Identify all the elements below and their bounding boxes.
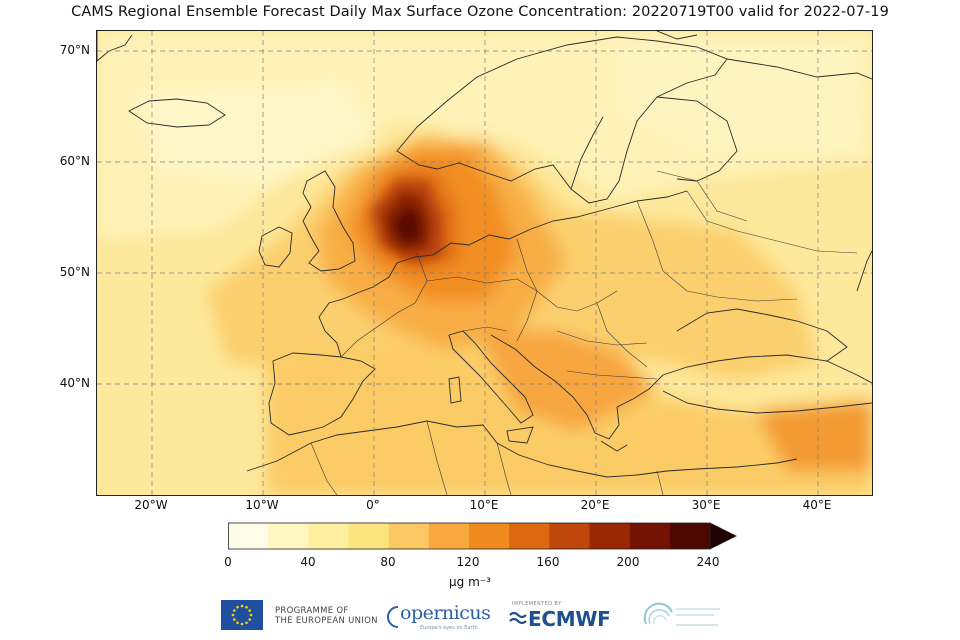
eu-stars-icon xyxy=(231,604,253,626)
colorbar-bins xyxy=(228,523,711,549)
colorbar-tick-160: 160 xyxy=(536,555,560,569)
lon-label-20w: 20°W xyxy=(134,498,168,512)
colorbar-units: µg m⁻³ xyxy=(449,575,491,589)
lat-label-40n: 40°N xyxy=(59,376,90,390)
colorbar-bin-200-220 xyxy=(629,523,671,549)
ecmwf-wave-icon xyxy=(509,611,527,625)
eu-line-2: THE EUROPEAN UNION xyxy=(275,616,378,626)
lon-label-20e: 20°E xyxy=(580,498,610,512)
lon-label-0: 0° xyxy=(366,498,380,512)
copernicus-tagline: Europe's eyes on Earth xyxy=(420,625,478,631)
lat-label-70n: 70°N xyxy=(59,43,90,57)
coastlines xyxy=(97,31,872,478)
copernicus-logo: opernicus xyxy=(400,602,491,624)
colorbar-tick-120: 120 xyxy=(456,555,480,569)
eu-line-1: PROGRAMME OF xyxy=(275,606,349,616)
colorbar-bin-120-140 xyxy=(469,523,510,549)
ozone-map xyxy=(96,30,873,496)
colorbar-bin-80-100 xyxy=(388,523,430,549)
map-title: CAMS Regional Ensemble Forecast Daily Ma… xyxy=(71,4,889,20)
colorbar-tick-40: 40 xyxy=(300,555,316,569)
graticule xyxy=(97,31,872,495)
colorbar-tick-80: 80 xyxy=(380,555,396,569)
colorbar-tick-0: 0 xyxy=(224,555,232,569)
lon-label-10e: 10°E xyxy=(469,498,499,512)
colorbar-outline xyxy=(228,522,711,550)
lon-label-10w: 10°W xyxy=(245,498,279,512)
colorbar-tick-200: 200 xyxy=(616,555,640,569)
colorbar-bin-220-240 xyxy=(669,523,711,549)
lat-label-60n: 60°N xyxy=(59,154,90,168)
colorbar-bin-0-20 xyxy=(228,523,269,549)
ozone-peak-cluster xyxy=(372,181,442,263)
colorbar-bin-60-80 xyxy=(348,523,389,549)
colorbar-extend-arrow xyxy=(709,522,737,550)
ecmwf-logo: ECMWF xyxy=(528,607,611,631)
lon-label-30e: 30°E xyxy=(691,498,721,512)
colorbar-bin-180-200 xyxy=(589,523,630,549)
map-svg xyxy=(97,31,872,495)
colorbar-bin-160-180 xyxy=(549,523,590,549)
ecmwf-implemented-by: IMPLEMENTED BY xyxy=(512,601,562,607)
colorbar-bin-40-60 xyxy=(308,523,349,549)
logo-strip: PROGRAMME OF THE EUROPEAN UNION opernicu… xyxy=(0,598,960,638)
copernicus-c-icon xyxy=(387,606,399,628)
eu-programme-text: PROGRAMME OF THE EUROPEAN UNION xyxy=(275,606,378,626)
colorbar-bin-140-160 xyxy=(509,523,550,549)
colorbar-bin-100-120 xyxy=(428,523,470,549)
colorbar-bin-20-40 xyxy=(268,523,309,549)
atmosphere-service-logo xyxy=(643,602,720,626)
colorbar-tick-240: 240 xyxy=(696,555,720,569)
lat-label-50n: 50°N xyxy=(59,265,90,279)
colorbar xyxy=(228,522,737,550)
eu-flag-logo xyxy=(221,600,263,630)
lon-label-40e: 40°E xyxy=(802,498,832,512)
